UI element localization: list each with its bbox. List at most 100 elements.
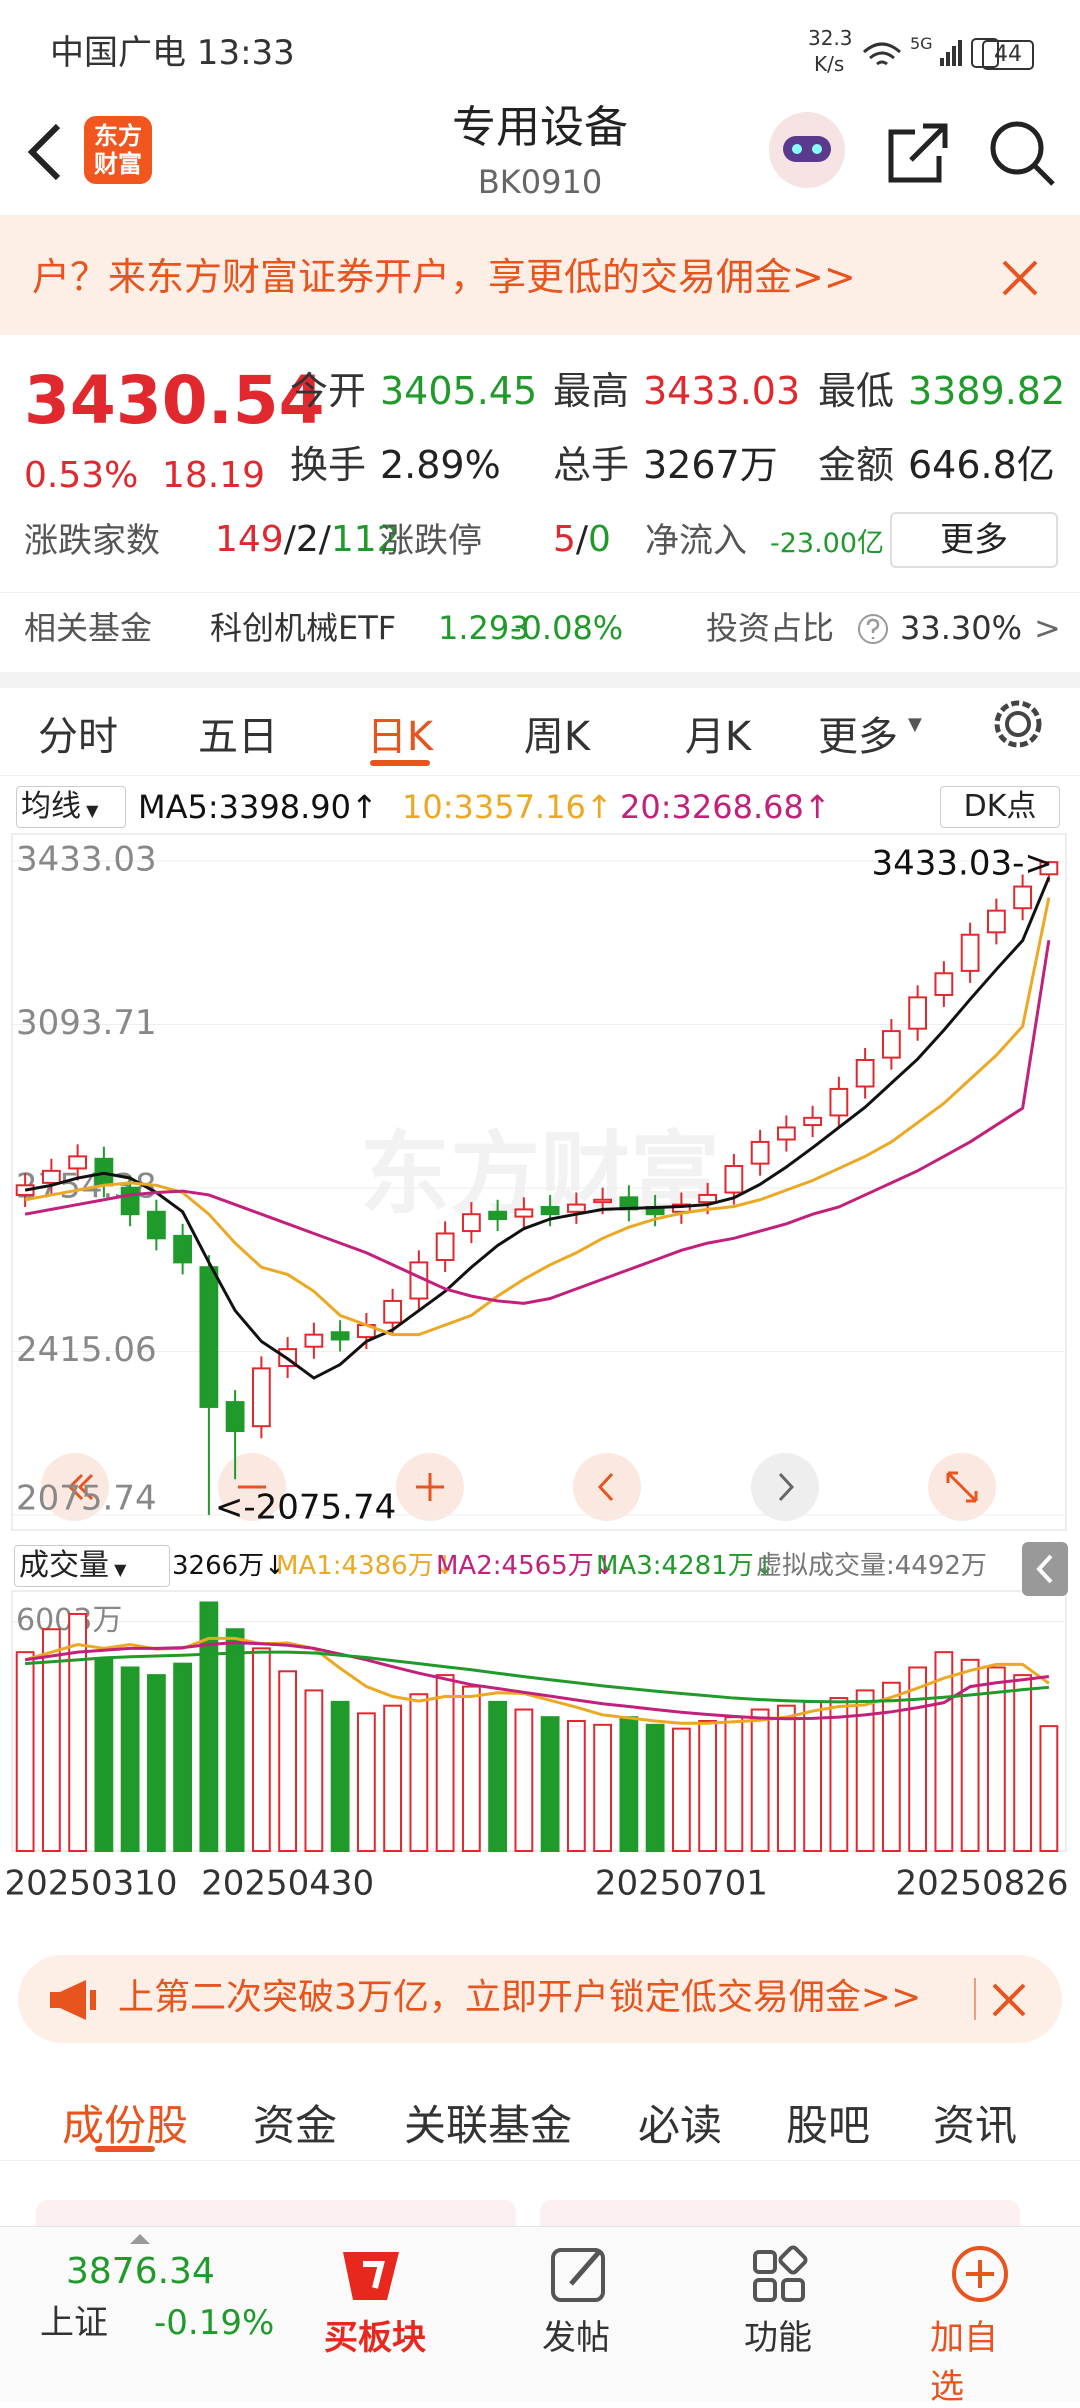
signal: [958, 40, 962, 66]
chart-controls: [41, 1453, 996, 1521]
y-tick-label: 3433.03: [16, 840, 157, 880]
promo-close[interactable]: [990, 1981, 1028, 2019]
promo-text[interactable]: 户？来东方财富证券开户，享更低的交易佣金>>: [32, 255, 856, 299]
volume-bar: [881, 1681, 901, 1852]
candle-body: [68, 1155, 88, 1170]
zoom-out-far[interactable]: [41, 1453, 109, 1521]
help-icon[interactable]: [856, 612, 890, 646]
limit-down: 0: [588, 519, 611, 560]
signal: [952, 46, 956, 66]
promo-close[interactable]: [998, 256, 1042, 300]
sub-tab[interactable]: 必读: [637, 2101, 723, 2150]
status-carrier: 中国广电 13:33: [50, 33, 295, 73]
wifi-icon: [863, 42, 901, 66]
divider: [0, 775, 1080, 776]
logo-text: 财富: [94, 150, 142, 178]
share-button[interactable]: [888, 123, 948, 183]
fund-name[interactable]: 科创机械ETF: [210, 609, 397, 647]
index-pct[interactable]: -0.19%: [154, 2303, 275, 2343]
volume-bar: [199, 1601, 219, 1852]
volume-bar: [619, 1716, 639, 1853]
chart-tab[interactable]: 五日: [198, 714, 278, 760]
divider: [0, 2160, 1080, 2161]
sub-tab[interactable]: 成份股: [61, 2101, 189, 2150]
x-tick-label: 20250826: [895, 1864, 1068, 1904]
sub-tab[interactable]: 资讯: [932, 2101, 1018, 2150]
volume-collapse[interactable]: [1022, 1542, 1068, 1596]
y-tick-label: 2415.06: [16, 1330, 157, 1370]
separator: [0, 672, 1080, 688]
volume-bar: [1013, 1674, 1033, 1853]
search-button[interactable]: [990, 121, 1055, 186]
ma-line: [24, 939, 1051, 1305]
sub-tab[interactable]: 资金: [252, 2101, 338, 2150]
move-left[interactable]: [573, 1453, 641, 1521]
volume-bar: [356, 1712, 376, 1852]
index-value[interactable]: 3876.34: [66, 2251, 215, 2292]
nav-item[interactable]: 买板块: [324, 2318, 426, 2358]
dk-button[interactable]: DK点: [940, 786, 1060, 828]
volume-bar: [960, 1658, 980, 1852]
volume-bar: [330, 1700, 350, 1852]
chart-tab[interactable]: 月K: [684, 714, 752, 760]
candle-body: [330, 1331, 350, 1341]
move-right[interactable]: [751, 1453, 819, 1521]
nav-item[interactable]: 发帖: [542, 2318, 610, 2358]
logo[interactable]: 东方 财富: [84, 116, 152, 184]
x-tick-label: 20250310: [4, 1864, 177, 1904]
vol-virtual-legend: 虚拟成交量:4492万: [756, 1551, 987, 1581]
promo-banner[interactable]: [18, 1955, 1062, 2043]
candle-body: [304, 1333, 324, 1348]
candle-body: [986, 909, 1006, 934]
candle-body: [146, 1210, 166, 1240]
chart-tab[interactable]: 更多: [818, 714, 898, 760]
breadth: 149/2/112: [215, 522, 400, 558]
divider: [974, 1978, 976, 2020]
nav-item[interactable]: 功能: [744, 2318, 812, 2358]
volume-bar: [855, 1689, 875, 1852]
fund-price: 1.293: [438, 609, 530, 647]
fund-arrow[interactable]: >: [1034, 609, 1061, 647]
candle-body: [803, 1116, 823, 1127]
more-button[interactable]: 更多: [890, 512, 1058, 568]
volume-bar: [120, 1666, 140, 1852]
field-value: 3405.45: [380, 369, 538, 413]
network: 5G: [910, 34, 933, 53]
buy-sector-icon: [343, 2252, 399, 2300]
sub-tab[interactable]: 股吧: [785, 2101, 871, 2150]
candle-body: [593, 1198, 613, 1204]
share-label: 投资占比: [706, 609, 835, 647]
candle-body: [566, 1203, 586, 1213]
candle-body: [829, 1087, 849, 1117]
chart-tab[interactable]: 分时: [38, 714, 118, 760]
dropdown-caret: ▼: [908, 714, 922, 735]
ma-button[interactable]: 均线 ▼: [16, 786, 126, 828]
limit-sep: /: [575, 519, 589, 560]
chart-tab[interactable]: 日K: [366, 714, 434, 760]
candle-body: [540, 1205, 560, 1216]
volume-button[interactable]: 成交量 ▼: [14, 1545, 170, 1587]
page-title: 专用设备: [452, 102, 628, 153]
candle-body: [724, 1165, 744, 1194]
nav-item[interactable]: 加自选: [930, 2318, 998, 2407]
volume-bar: [986, 1666, 1006, 1852]
bottom-nav: [0, 2226, 1080, 2401]
sub-tab[interactable]: 关联基金: [403, 2101, 573, 2150]
page-code: BK0910: [477, 163, 603, 201]
promo-banner[interactable]: [0, 215, 1080, 335]
back-button[interactable]: [20, 120, 70, 184]
volume-bar: [514, 1708, 534, 1852]
settings-button[interactable]: [990, 696, 1046, 752]
chart-tab[interactable]: 周K: [523, 714, 591, 760]
nav-icons: [343, 2245, 1008, 2302]
function-icon: [753, 2245, 808, 2302]
volume-bar: [934, 1651, 954, 1853]
promo-text[interactable]: 上第二次突破3万亿，立即开户锁定低交易佣金>>: [118, 1977, 922, 2018]
volume-bar: [698, 1720, 718, 1852]
watermark: 东方财富: [360, 1122, 720, 1227]
ma-line: [24, 876, 1051, 1380]
megaphone-icon: [50, 1980, 96, 2020]
index-name[interactable]: 上证: [40, 2303, 108, 2343]
volume-bar: [645, 1723, 665, 1852]
volume-bar: [750, 1708, 770, 1852]
